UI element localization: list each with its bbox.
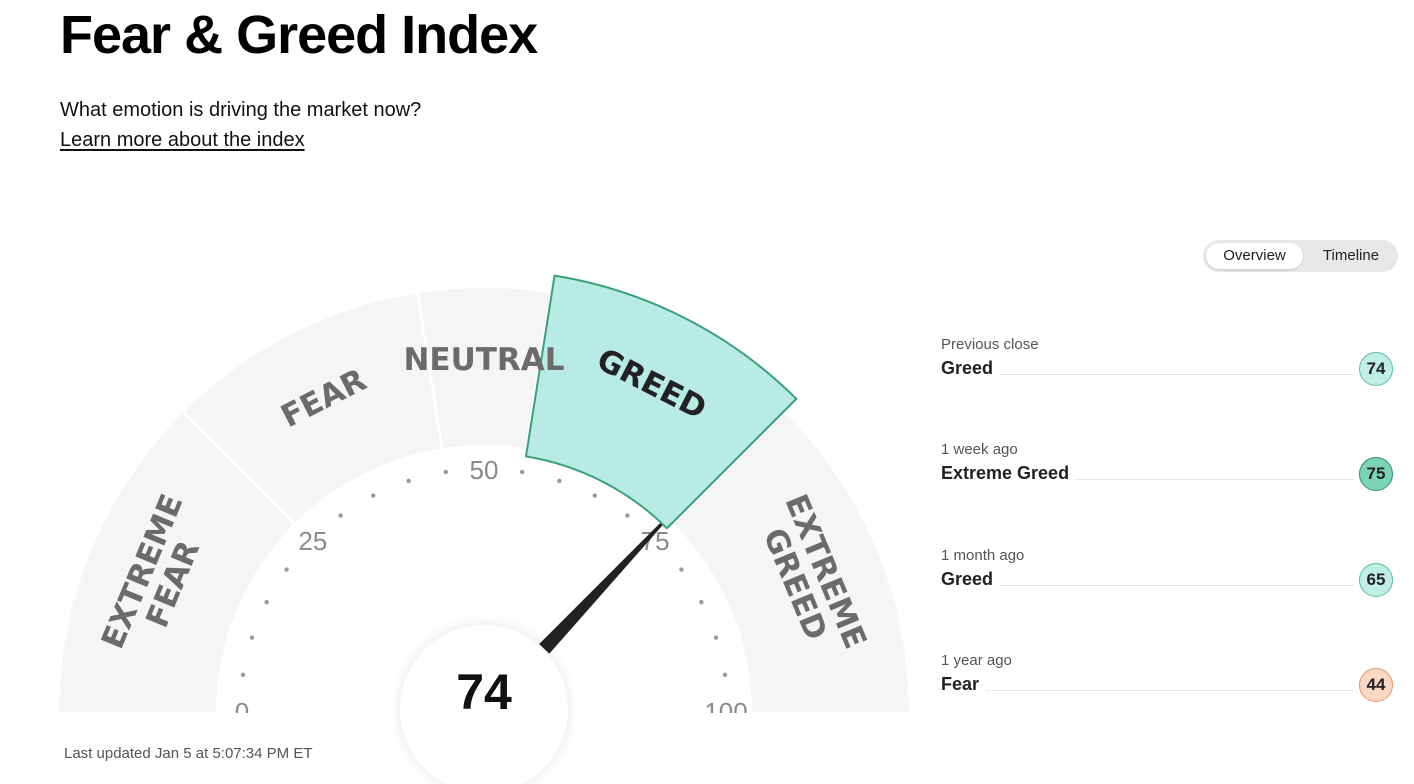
gauge-segment-extreme-greed [674, 413, 909, 712]
leader-dots [941, 690, 1353, 691]
history-previous-close: Previous close Greed 74 [941, 336, 1393, 396]
gauge-tick-dot [722, 672, 728, 678]
page-subtitle: What emotion is driving the market now? [60, 99, 422, 121]
gauge-tick-label: 0 [235, 697, 249, 727]
history-period: Previous close [941, 336, 1039, 353]
gauge-tick-dot [557, 478, 562, 484]
gauge-tick-dot [249, 635, 255, 640]
history-score-badge: 75 [1359, 457, 1393, 491]
last-updated: Last updated Jan 5 at 5:07:34 PM ET [64, 745, 313, 762]
gauge-tick-dot [406, 478, 411, 484]
leader-dots [941, 479, 1353, 480]
gauge-tick-label: 50 [470, 455, 499, 485]
view-toggle: Overview Timeline [1203, 240, 1398, 272]
history-1-week-ago: 1 week ago Extreme Greed 75 [941, 441, 1393, 501]
gauge-label-neutral: NEUTRAL [403, 342, 564, 378]
gauge-current-value: 74 [456, 664, 512, 720]
gauge-tick-dot [713, 635, 719, 640]
gauge-segment-extreme-fear [59, 413, 294, 712]
history-period: 1 month ago [941, 547, 1025, 564]
gauge-hub [400, 625, 568, 784]
gauge-tick-dot [519, 469, 525, 475]
history-period: 1 week ago [941, 441, 1018, 458]
history-label: Extreme Greed [941, 463, 1076, 484]
history-score-badge: 65 [1359, 563, 1393, 597]
history-score-badge: 44 [1359, 668, 1393, 702]
gauge-tick-label: 100 [704, 697, 747, 727]
gauge-tick-dot [699, 600, 704, 605]
gauge-tick-dot [371, 493, 376, 498]
gauge-tick-dot [264, 600, 269, 605]
gauge-tick-dot [284, 567, 289, 572]
history-label: Fear [941, 674, 986, 695]
tab-timeline[interactable]: Timeline [1322, 247, 1380, 264]
history-1-month-ago: 1 month ago Greed 65 [941, 547, 1393, 607]
gauge-tick-label: 25 [298, 526, 327, 556]
history-label: Greed [941, 569, 1000, 590]
gauge-needle [539, 485, 698, 654]
gauge-tick-dot [625, 513, 630, 518]
history-1-year-ago: 1 year ago Fear 44 [941, 652, 1393, 712]
tab-overview[interactable]: Overview [1206, 243, 1303, 269]
gauge-tick-dot [240, 672, 246, 678]
history-period: 1 year ago [941, 652, 1012, 669]
gauge-segment-fear [184, 293, 441, 523]
history-label: Greed [941, 358, 1000, 379]
gauge-segment-neutral [418, 287, 550, 449]
gauge-tick-dot [592, 493, 597, 498]
gauge-tick-dot [338, 513, 343, 518]
leader-dots [941, 585, 1353, 586]
leader-dots [941, 374, 1353, 375]
history-score-badge: 74 [1359, 352, 1393, 386]
page-title: Fear & Greed Index [60, 5, 538, 65]
gauge-segment-greed [524, 274, 798, 530]
learn-more-link[interactable]: Learn more about the index [60, 129, 305, 151]
gauge-tick-dot [443, 469, 449, 475]
gauge-tick-dot [679, 567, 684, 572]
